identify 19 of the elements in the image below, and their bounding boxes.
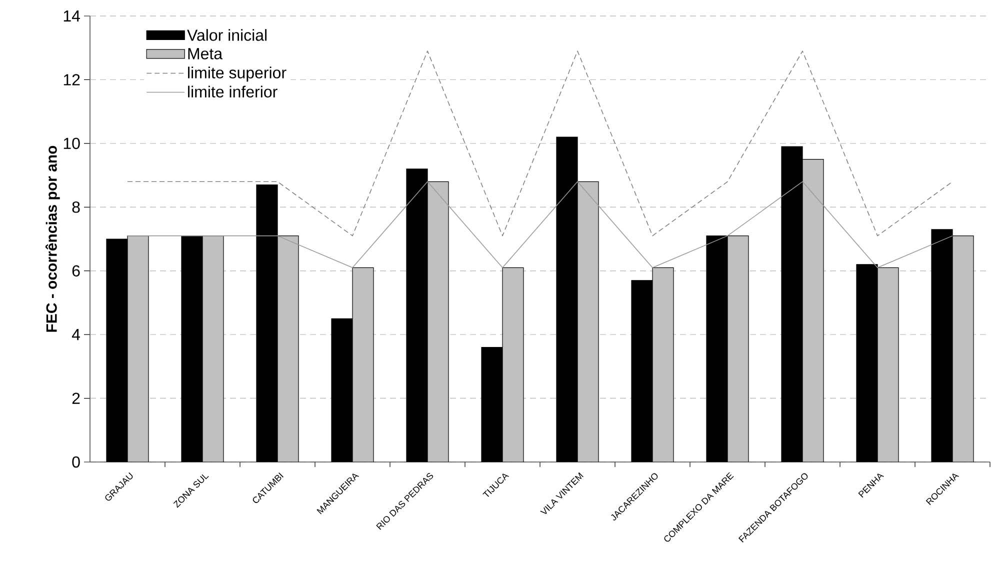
y-tick-label: 6: [72, 265, 80, 277]
bar: [128, 236, 148, 462]
legend-label: limite superior: [188, 66, 286, 82]
y-tick-label: 0: [72, 456, 80, 468]
y-tick-label: 4: [72, 329, 80, 340]
y-tick-label: 2: [72, 392, 80, 404]
legend-label: Meta: [188, 48, 223, 60]
y-tick-label: 10: [64, 138, 80, 150]
y-tick-label: 8: [72, 201, 80, 213]
bar: [427, 181, 449, 462]
legend-label: Valor inicial: [187, 29, 267, 41]
y-axis-title: FEC - ocorrências por ano: [46, 146, 60, 332]
bar: [727, 236, 749, 462]
bar: [877, 267, 899, 462]
y-tick-label: 14: [64, 10, 80, 22]
legend-label: limite inferior: [188, 86, 278, 98]
y-tick-label: 12: [64, 74, 80, 86]
bar: [277, 236, 299, 462]
bar: [577, 181, 599, 462]
